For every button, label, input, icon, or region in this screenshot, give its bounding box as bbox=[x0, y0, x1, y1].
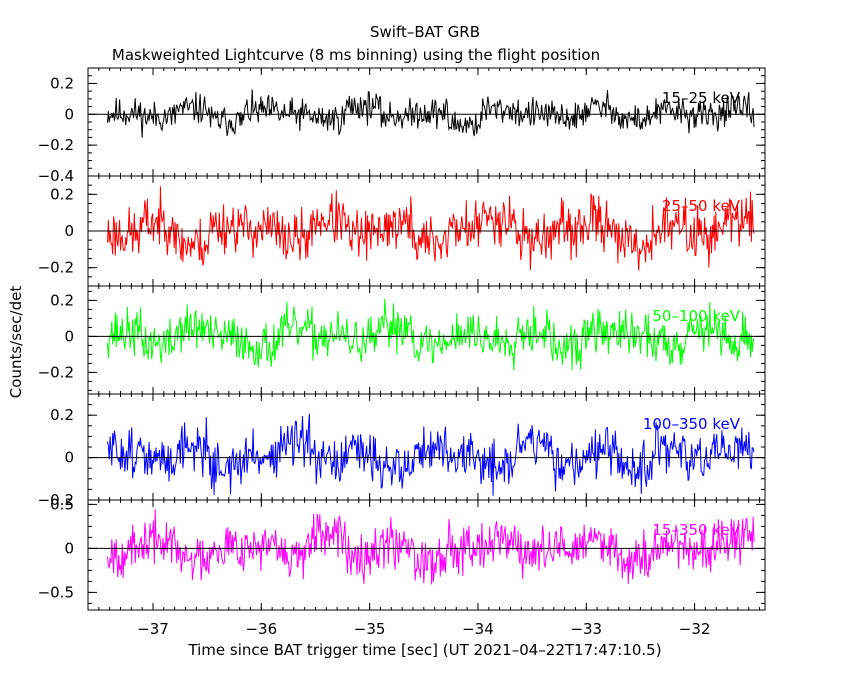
y-tick-label: −0.2 bbox=[38, 259, 74, 277]
panel-100-350-keV: −0.2 0 0.2 100–350 keV bbox=[38, 393, 766, 509]
band-label: 15–25 keV bbox=[662, 89, 741, 107]
y-tick-label: 0.2 bbox=[50, 74, 74, 92]
series-line bbox=[107, 186, 755, 271]
chart-title: Swift–BAT GRB bbox=[370, 23, 480, 41]
band-label: 100–350 keV bbox=[643, 415, 741, 433]
panel-15-25-keV: −0.4 −0.2 0 0.2 15–25 keV bbox=[38, 67, 766, 185]
band-label: 15–350 keV bbox=[652, 521, 740, 539]
panel-25-50-keV: −0.2 0 0.2 25–50 keV bbox=[38, 175, 766, 287]
y-tick-label: 0.2 bbox=[50, 406, 74, 424]
y-tick-label: 0 bbox=[64, 539, 74, 557]
y-tick-label: 0 bbox=[64, 105, 74, 123]
x-axis-label: Time since BAT trigger time [sec] (UT 20… bbox=[187, 641, 661, 659]
panel-frame bbox=[87, 499, 766, 611]
x-tick-label: −35 bbox=[354, 620, 386, 638]
y-tick-label: −0.5 bbox=[38, 583, 74, 601]
y-tick-label: 0 bbox=[64, 222, 74, 240]
y-tick-label: 0 bbox=[64, 327, 74, 345]
panel-15-350-keV: −0.5 0 0.5 15–350 keV bbox=[38, 495, 766, 611]
y-axis-label: Counts/sec/det bbox=[7, 286, 25, 399]
x-tick-label: −32 bbox=[679, 620, 711, 638]
y-tick-label: 0.2 bbox=[50, 291, 74, 309]
y-tick-label: 0.2 bbox=[50, 185, 74, 203]
y-tick-label: −0.2 bbox=[38, 136, 74, 154]
band-label: 50–100 keV bbox=[652, 307, 740, 325]
chart-subtitle: Maskweighted Lightcurve (8 ms binning) u… bbox=[112, 46, 600, 64]
panel-frame bbox=[87, 393, 766, 501]
x-tick-label: −36 bbox=[245, 620, 277, 638]
y-tick-label: 0 bbox=[64, 449, 74, 467]
panel-50-100-keV: −0.2 0 0.2 50–100 keV bbox=[38, 285, 766, 395]
x-tick-label: −37 bbox=[137, 620, 169, 638]
series-line bbox=[107, 413, 755, 496]
series-line bbox=[107, 89, 755, 138]
panels-group: −0.4−0.200.215–25 keV−0.200.225–50 keV−0… bbox=[38, 67, 766, 638]
y-tick-label: −0.2 bbox=[38, 491, 74, 509]
y-tick-label: 0.5 bbox=[50, 495, 74, 513]
y-tick-label: −0.2 bbox=[38, 363, 74, 381]
x-tick-label: −34 bbox=[462, 620, 494, 638]
band-label: 25–50 keV bbox=[662, 197, 741, 215]
x-tick-label: −33 bbox=[570, 620, 602, 638]
y-tick-label: −0.4 bbox=[38, 167, 74, 185]
